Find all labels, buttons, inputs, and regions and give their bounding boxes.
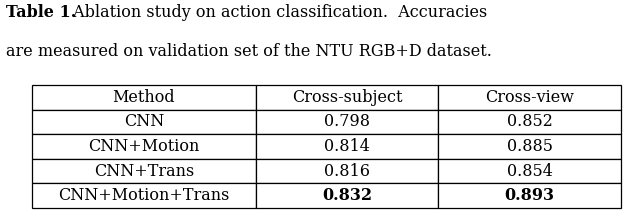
Bar (32, 110, 256, 134)
Text: CNN: CNN (124, 113, 164, 130)
Bar (256, 110, 438, 134)
Bar (32, 85, 256, 110)
Bar (256, 183, 438, 208)
Bar (438, 134, 621, 159)
Bar (438, 159, 621, 183)
Text: 0.854: 0.854 (507, 163, 552, 180)
Text: 0.814: 0.814 (324, 138, 370, 155)
Bar (438, 183, 621, 208)
Text: 0.893: 0.893 (504, 187, 554, 204)
Text: are measured on validation set of the NTU RGB+D dataset.: are measured on validation set of the NT… (6, 43, 492, 60)
Text: Cross-subject: Cross-subject (292, 89, 403, 106)
Text: CNN+Motion+Trans: CNN+Motion+Trans (58, 187, 230, 204)
Text: CNN+Trans: CNN+Trans (93, 163, 194, 180)
Bar (32, 134, 256, 159)
Text: Ablation study on action classification.  Accuracies: Ablation study on action classification.… (68, 4, 488, 21)
Text: Method: Method (113, 89, 175, 106)
Bar (256, 85, 438, 110)
Bar (256, 159, 438, 183)
Bar (32, 183, 256, 208)
Text: 0.798: 0.798 (324, 113, 370, 130)
Bar (32, 159, 256, 183)
Text: CNN+Motion: CNN+Motion (88, 138, 200, 155)
Text: 0.852: 0.852 (507, 113, 552, 130)
Text: Cross-view: Cross-view (485, 89, 574, 106)
Bar (438, 85, 621, 110)
Text: 0.832: 0.832 (322, 187, 372, 204)
Bar (438, 110, 621, 134)
Text: 0.816: 0.816 (324, 163, 370, 180)
Text: 0.885: 0.885 (506, 138, 552, 155)
Text: Table 1.: Table 1. (6, 4, 77, 21)
Bar (256, 134, 438, 159)
